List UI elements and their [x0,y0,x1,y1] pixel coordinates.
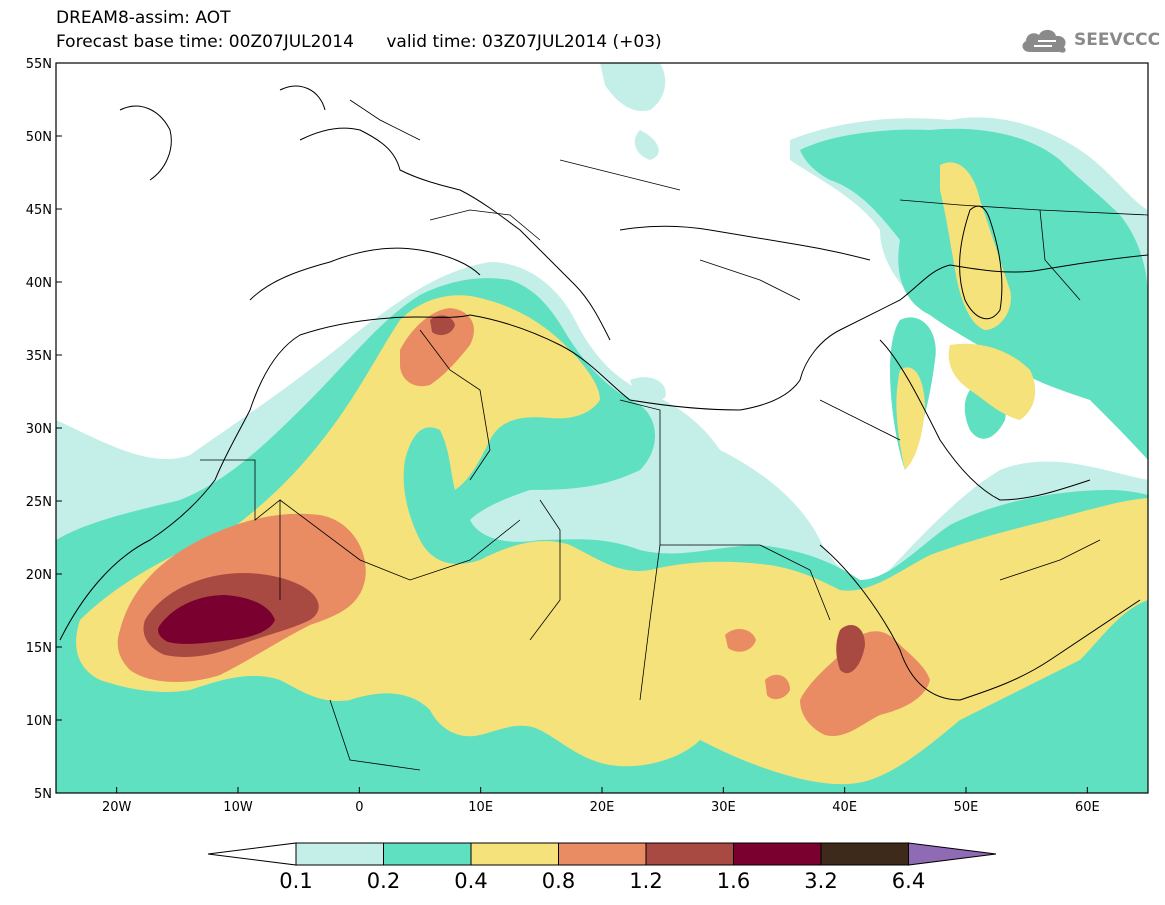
lat-tick-label: 35N [26,349,52,364]
colorbar-segment [733,842,822,866]
colorbar-label: 0.4 [454,869,487,893]
aot-contours [56,63,1148,793]
latitude-ticks: 55N 50N 45N 40N 35N 30N 25N 20N 15N 10N 5N [26,57,62,802]
colorbar-segment [645,842,734,866]
lon-tick-label: 10W [223,800,253,815]
colorbar-label: 0.2 [367,869,400,893]
colorbar-under-triangle [207,842,297,866]
colorbar-segment [558,842,647,866]
colorbar-label: 0.8 [542,869,575,893]
lon-tick-label: 30E [711,800,736,815]
lat-tick-label: 10N [26,714,52,729]
lat-tick-label: 5N [34,787,52,802]
lon-tick-label: 40E [832,800,857,815]
lon-tick-label: 60E [1075,800,1100,815]
colorbar-label: 0.1 [279,869,312,893]
lat-tick-label: 55N [26,57,52,72]
valid-time: valid time: 03Z07JUL2014 (+03) [386,32,662,52]
colorbar [207,842,997,866]
seevccc-logo: SEEVCCC [1018,24,1161,58]
colorbar-over-triangle [908,842,997,866]
logo-text: SEEVCCC [1074,30,1161,50]
lat-tick-label: 15N [26,641,52,656]
lat-tick-label: 50N [26,130,52,145]
country-borders [200,99,1148,771]
lat-tick-label: 30N [26,422,52,437]
colorbar-segment [383,842,472,866]
colorbar-label: 1.6 [717,869,750,893]
time-info: Forecast base time: 00Z07JUL2014 valid t… [56,32,662,52]
colorbar-label: 3.2 [804,869,837,893]
lon-tick-label: 20E [590,800,615,815]
cloud-icon [1022,29,1066,53]
colorbar-label: 6.4 [892,869,925,893]
colorbar-segment [295,842,384,866]
colorbar-labels: 0.1 0.2 0.4 0.8 1.2 1.6 3.2 6.4 [279,869,925,893]
contour-level-1-6 [158,595,275,644]
lat-tick-label: 40N [26,276,52,291]
base-time: Forecast base time: 00Z07JUL2014 [56,32,354,52]
lat-tick-label: 45N [26,203,52,218]
longitude-ticks: 20W 10W 0 10E 20E 30E 40E 50E 60E [102,787,1100,815]
lat-tick-label: 20N [26,568,52,583]
map-title: DREAM8-assim: AOT [56,8,231,28]
colorbar-label: 1.2 [629,869,662,893]
lat-tick-label: 25N [26,495,52,510]
colorbar-segment [470,842,559,866]
lon-tick-label: 10E [468,800,493,815]
lon-tick-label: 0 [355,800,363,815]
colorbar-segment [820,842,909,866]
lon-tick-label: 50E [954,800,979,815]
coastlines [59,85,1148,701]
lon-tick-label: 20W [102,800,132,815]
